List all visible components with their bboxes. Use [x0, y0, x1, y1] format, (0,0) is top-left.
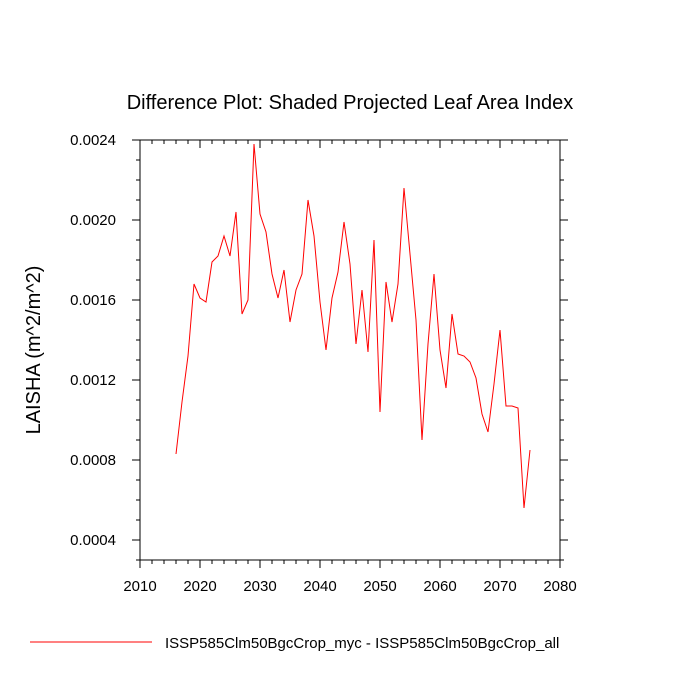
y-tick-label: 0.0008: [70, 452, 116, 469]
x-tick-label: 2070: [483, 578, 516, 595]
x-tick-label: 2010: [123, 578, 156, 595]
plot-frame: [139, 139, 561, 561]
legend: ISSP585Clm50BgcCrop_myc - ISSP585Clm50Bg…: [30, 635, 559, 652]
legend-label: ISSP585Clm50BgcCrop_myc - ISSP585Clm50Bg…: [165, 635, 559, 652]
series-group: [175, 143, 531, 509]
x-tick-label: 2060: [423, 578, 456, 595]
y-tick-label: 0.0020: [70, 212, 116, 229]
y-axis-label: LAISHA (m^2/m^2): [23, 266, 45, 435]
x-tick-label: 2050: [363, 578, 396, 595]
tick-labels: 2010 2020 2030 2040 2050 2060 2070 2080 0.0004 0.…: [70, 132, 577, 595]
y-tick-label: 0.0004: [70, 532, 116, 549]
x-tick-label: 2040: [303, 578, 336, 595]
x-tick-label: 2030: [243, 578, 276, 595]
series-line: [175, 143, 531, 509]
x-tick-label: 2080: [543, 578, 576, 595]
chart-title: Difference Plot: Shaded Projected Leaf A…: [127, 92, 574, 114]
x-tick-label: 2020: [183, 578, 216, 595]
y-tick-label: 0.0012: [70, 372, 116, 389]
y-tick-label: 0.0016: [70, 292, 116, 309]
axis-ticks: [132, 139, 568, 568]
y-tick-label: 0.0024: [70, 132, 116, 149]
